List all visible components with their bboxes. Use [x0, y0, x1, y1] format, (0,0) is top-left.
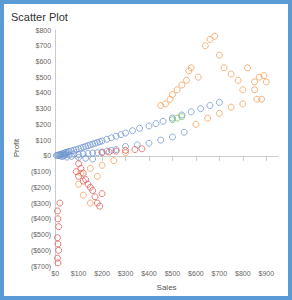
- svg-text:$300: $300: [118, 270, 134, 277]
- svg-text:$700: $700: [212, 270, 228, 277]
- svg-text:$800: $800: [235, 270, 251, 277]
- svg-text:Sales: Sales: [157, 283, 177, 292]
- svg-text:$200: $200: [94, 270, 110, 277]
- svg-text:($700): ($700): [31, 263, 51, 271]
- svg-text:$100: $100: [71, 270, 87, 277]
- svg-text:$500: $500: [165, 270, 181, 277]
- svg-text:$0: $0: [43, 152, 51, 159]
- svg-text:$200: $200: [36, 121, 52, 128]
- svg-text:$600: $600: [188, 270, 204, 277]
- svg-text:$400: $400: [141, 270, 157, 277]
- svg-text:$0: $0: [51, 270, 59, 277]
- svg-text:$400: $400: [36, 89, 52, 96]
- svg-text:$900: $900: [258, 270, 274, 277]
- svg-text:Profit: Profit: [12, 138, 21, 157]
- svg-text:($400): ($400): [31, 215, 51, 223]
- svg-text:Scatter Plot: Scatter Plot: [11, 11, 68, 23]
- svg-text:($200): ($200): [31, 184, 51, 192]
- svg-text:$700: $700: [36, 42, 52, 49]
- svg-text:$800: $800: [36, 27, 52, 34]
- svg-text:$600: $600: [36, 58, 52, 65]
- svg-text:($300): ($300): [31, 200, 51, 208]
- svg-text:($500): ($500): [31, 231, 51, 239]
- svg-text:($100): ($100): [31, 168, 51, 176]
- svg-text:$500: $500: [36, 74, 52, 81]
- svg-text:$300: $300: [36, 105, 52, 112]
- svg-text:($600): ($600): [31, 247, 51, 255]
- svg-text:$100: $100: [36, 137, 52, 144]
